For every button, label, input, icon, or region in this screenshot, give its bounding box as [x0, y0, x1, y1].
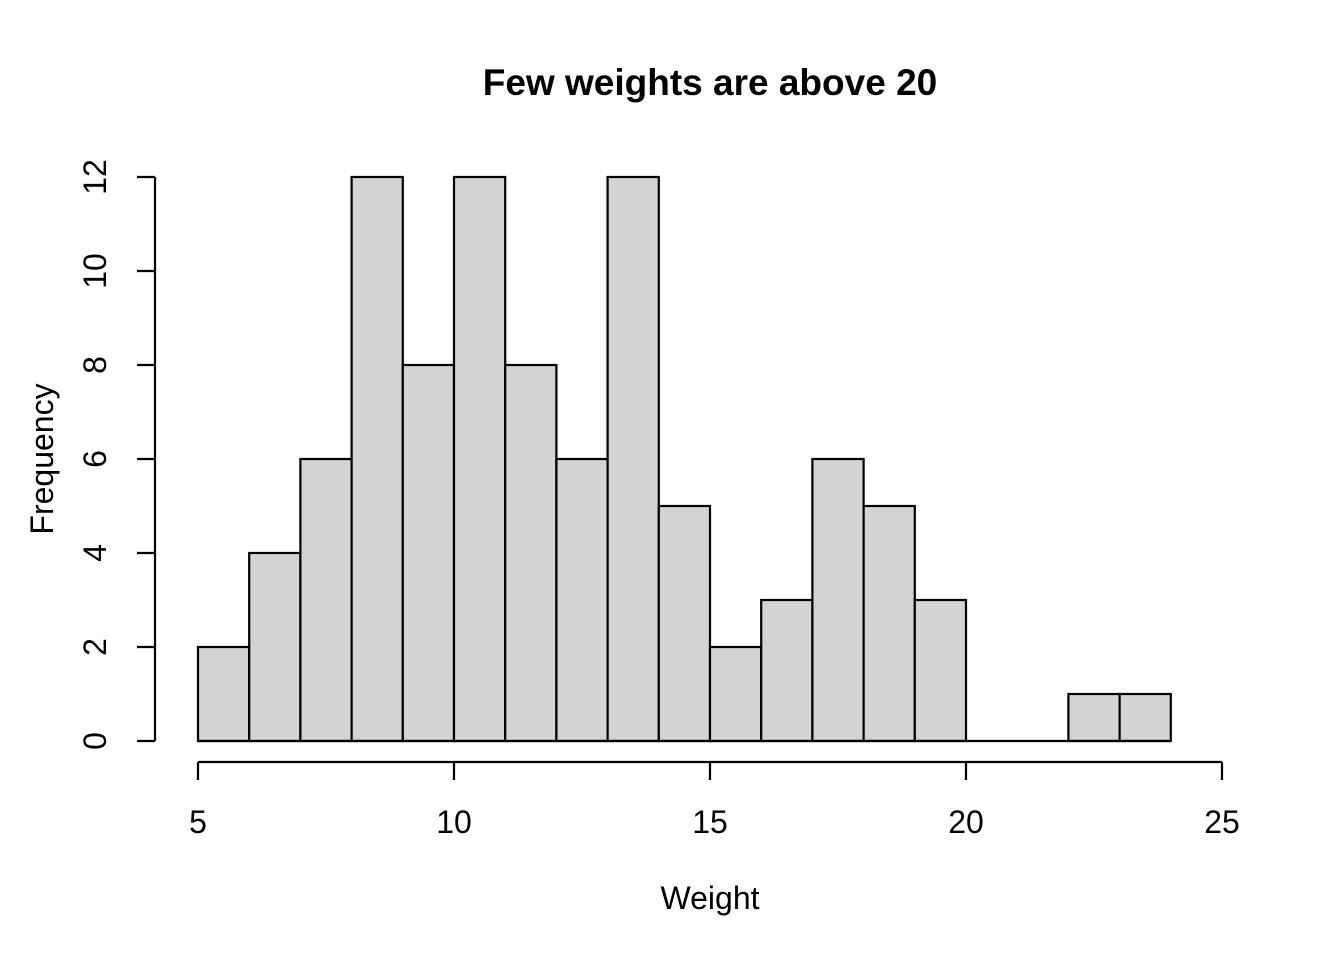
- histogram-bar: [606, 175, 660, 743]
- x-tick-label: 20: [948, 804, 984, 840]
- histogram-bar: [350, 175, 404, 743]
- histogram-bar: [452, 175, 507, 743]
- histogram-bar: [504, 363, 558, 743]
- histogram-bar: [1067, 692, 1121, 743]
- x-axis-title: Weight: [660, 880, 760, 916]
- y-tick-label: 8: [77, 356, 113, 374]
- histogram-bar: [299, 457, 353, 743]
- x-tick-label: 5: [189, 804, 207, 840]
- histogram-bar: [555, 457, 609, 743]
- histogram-bar: [862, 504, 916, 743]
- histogram-bar: [401, 363, 456, 743]
- x-tick-label: 25: [1204, 804, 1240, 840]
- y-tick-label: 6: [77, 450, 113, 468]
- y-tick-label: 12: [77, 159, 113, 195]
- histogram-bar: [248, 551, 302, 743]
- y-tick-label: 2: [77, 638, 113, 656]
- chart-title: Few weights are above 20: [482, 62, 938, 103]
- histogram-bar: [708, 645, 763, 743]
- x-tick-label: 15: [692, 804, 728, 840]
- histogram-bar: [760, 598, 814, 743]
- y-tick-label: 0: [77, 732, 113, 750]
- histogram-bar: [811, 457, 865, 743]
- histogram-bar: [657, 504, 712, 743]
- histogram-bar: [913, 598, 968, 743]
- histogram-bar: [1118, 692, 1172, 743]
- histogram-bar: [196, 645, 251, 743]
- y-tick-label: 4: [77, 544, 113, 562]
- y-tick-label: 10: [77, 253, 113, 289]
- x-tick-label: 10: [436, 804, 472, 840]
